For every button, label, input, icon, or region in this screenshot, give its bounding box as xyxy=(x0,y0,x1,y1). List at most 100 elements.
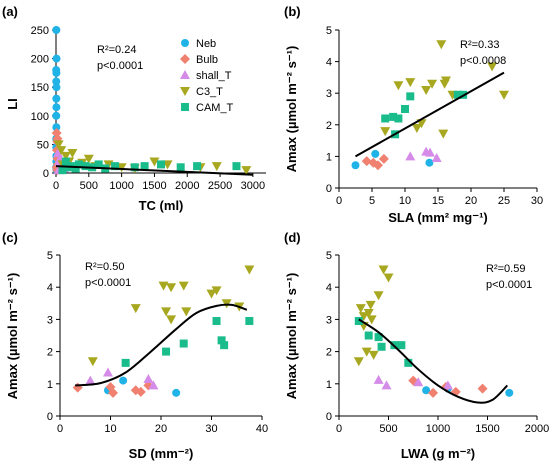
r-squared-a: R²=0.24 xyxy=(97,44,136,56)
legend-label: C3_T xyxy=(196,86,223,98)
y-tick-label: 50 xyxy=(37,139,49,151)
y-tick-label: 0 xyxy=(326,183,332,195)
legend-label: shall_T xyxy=(196,70,232,82)
x-tick-label: 0 xyxy=(336,195,342,207)
data-point xyxy=(52,123,61,132)
data-point xyxy=(406,92,415,101)
legend-label: CAM_T xyxy=(196,102,234,114)
data-point xyxy=(58,166,67,175)
y-tick-label: 100 xyxy=(31,111,49,123)
data-point xyxy=(381,114,390,123)
data-point xyxy=(364,331,373,340)
y-tick-label: 4 xyxy=(326,282,332,294)
data-point xyxy=(393,81,404,91)
data-point xyxy=(130,304,141,314)
data-point xyxy=(365,300,376,310)
data-point xyxy=(405,78,416,88)
x-axis-label-d: LWA (g m⁻²) xyxy=(401,446,475,461)
data-point xyxy=(438,129,449,139)
x-tick-label: 2000 xyxy=(175,180,199,192)
data-point xyxy=(166,315,177,325)
y-axis-label-a: LI xyxy=(5,98,20,110)
data-point xyxy=(162,160,173,170)
data-point xyxy=(378,265,389,275)
data-point xyxy=(353,357,364,367)
legend-label: Neb xyxy=(196,38,216,50)
y-axis-label-c: Amax (µmol m⁻² s⁻¹) xyxy=(5,273,20,400)
series-shall-t xyxy=(405,146,442,162)
data-point xyxy=(179,339,188,348)
legend-marker xyxy=(180,87,190,96)
data-point xyxy=(130,163,139,172)
data-point xyxy=(381,380,392,390)
r-squared-b: R²=0.33 xyxy=(460,39,499,51)
data-point xyxy=(193,162,202,171)
data-point xyxy=(67,148,78,158)
data-point xyxy=(206,289,217,299)
x-tick-label: 30 xyxy=(205,423,217,435)
data-point xyxy=(358,312,369,322)
x-tick-label: 1000 xyxy=(426,423,450,435)
data-point xyxy=(427,79,438,89)
data-point xyxy=(212,317,221,326)
series-c3-t xyxy=(353,265,394,367)
data-point xyxy=(211,162,222,172)
data-point xyxy=(453,90,462,99)
data-point xyxy=(176,163,185,172)
data-point xyxy=(421,86,432,96)
data-point xyxy=(431,152,442,162)
data-point xyxy=(244,265,255,275)
y-tick-label: 2 xyxy=(47,347,53,359)
y-axis-label-d: Amax (µmol m⁻² s⁻¹) xyxy=(284,273,299,400)
data-point xyxy=(116,163,127,173)
data-point xyxy=(61,157,70,166)
fit-line xyxy=(358,318,509,404)
series-c3-t xyxy=(87,265,255,367)
data-point xyxy=(148,380,159,390)
panel-d-plot: 0 500 1000 1500 2000 0 1 2 3 4 5 xyxy=(326,250,549,435)
data-point xyxy=(162,347,171,356)
y-tick-label: 0 xyxy=(47,411,53,423)
data-point xyxy=(149,157,160,167)
data-point xyxy=(52,54,61,63)
data-point xyxy=(389,112,398,121)
data-point xyxy=(181,307,192,317)
x-tick-label: 1500 xyxy=(142,180,166,192)
data-point xyxy=(140,162,149,171)
panel-d: (d) 0 500 1000 1500 2000 0 1 2 3 4 5 Amax (µmol m⁻… xyxy=(284,230,549,461)
series-shall-t xyxy=(85,367,159,390)
x-tick-label: 30 xyxy=(531,195,543,207)
x-axis-label-c: SD (mm⁻²) xyxy=(129,446,194,461)
y-tick-label: 1 xyxy=(47,379,53,391)
data-point xyxy=(354,317,363,326)
series-bulb xyxy=(72,380,154,398)
data-point xyxy=(373,291,384,301)
y-tick-label: 0 xyxy=(43,168,49,180)
data-point xyxy=(166,283,177,293)
fit-line xyxy=(355,71,505,158)
x-axis-label-b: SLA (mm² mg⁻¹) xyxy=(388,210,488,225)
y-tick-label: 5 xyxy=(47,250,53,262)
data-point xyxy=(378,153,389,164)
y-tick-label: 200 xyxy=(31,54,49,66)
p-value-d: p<0.0001 xyxy=(486,279,532,291)
series-neb xyxy=(351,149,434,170)
data-point xyxy=(366,315,377,325)
y-tick-label: 4 xyxy=(47,282,53,294)
data-point xyxy=(172,388,181,397)
data-point xyxy=(380,127,391,137)
data-point xyxy=(56,146,67,156)
data-point xyxy=(368,350,379,360)
data-point xyxy=(363,308,374,318)
data-point xyxy=(52,94,61,103)
y-tick-label: 3 xyxy=(326,314,332,326)
x-tick-label: 25 xyxy=(498,195,510,207)
legend-marker xyxy=(180,70,190,79)
x-tick-label: 15 xyxy=(432,195,444,207)
x-tick-label: 5 xyxy=(369,195,375,207)
series-c3-t xyxy=(380,40,509,139)
data-point xyxy=(361,156,372,167)
data-point xyxy=(487,62,498,72)
y-tick-label: 2 xyxy=(326,120,332,132)
